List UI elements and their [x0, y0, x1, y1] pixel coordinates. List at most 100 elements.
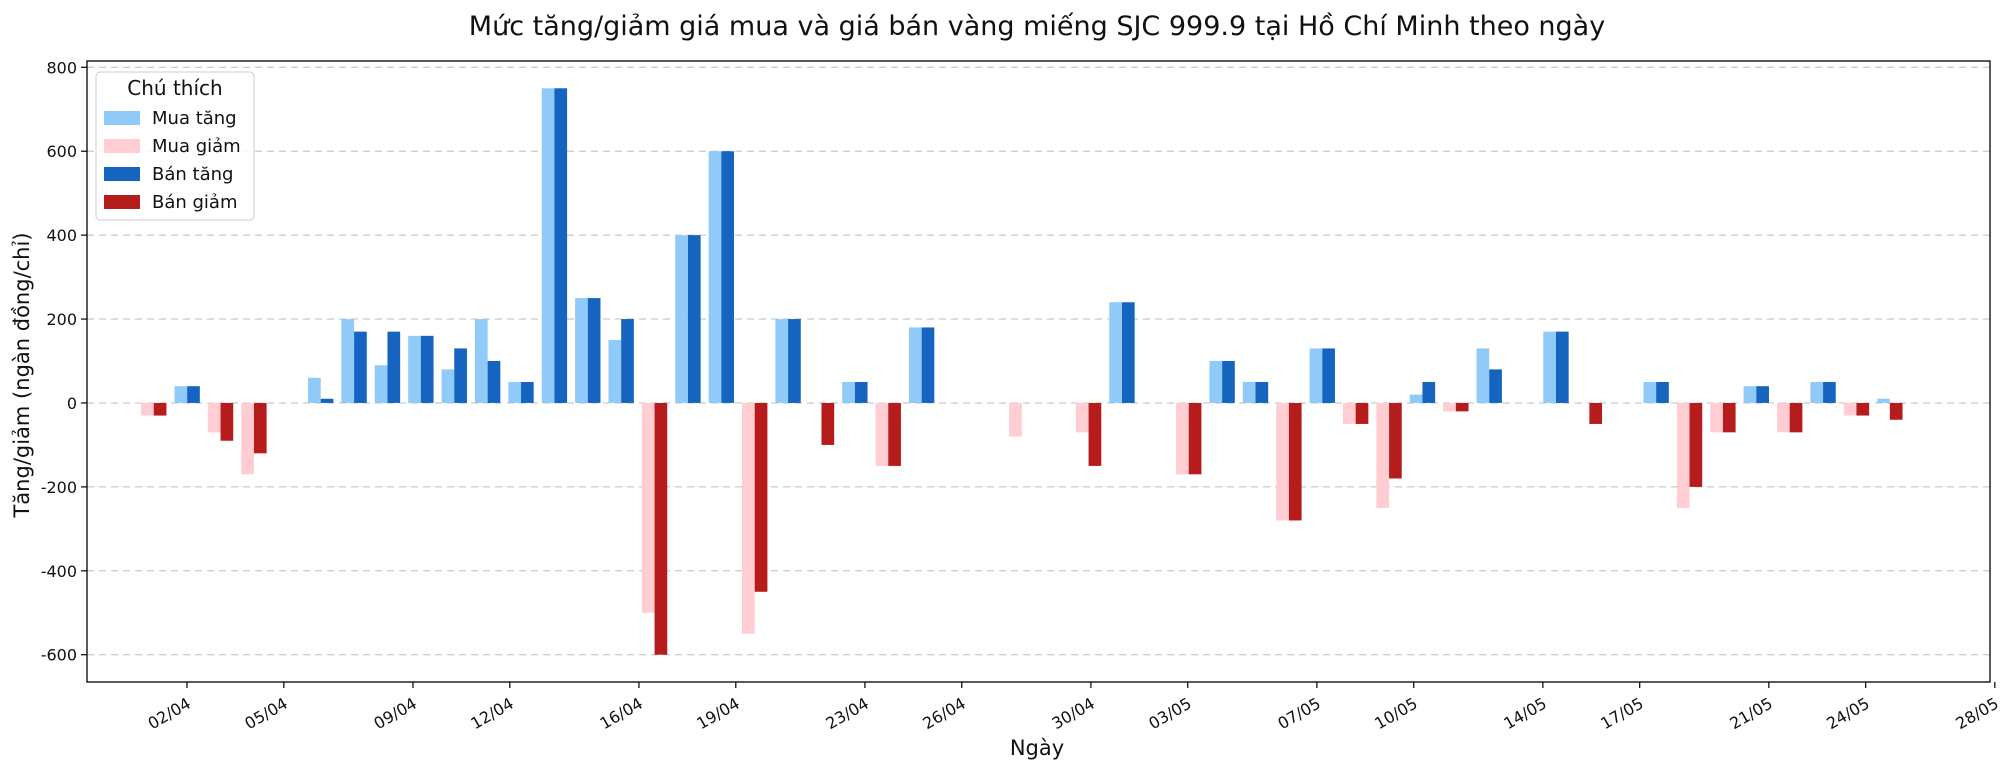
sell-bar	[387, 331, 401, 403]
sell-bar	[187, 386, 200, 403]
x-tick-label: 10/05	[1371, 694, 1420, 734]
sell-bar	[1589, 402, 1603, 424]
x-tick-label: 19/04	[693, 694, 742, 734]
x-tick-label: 26/04	[919, 694, 968, 734]
buy-bar	[241, 402, 254, 475]
buy-bar	[1776, 402, 1790, 433]
buy-bar	[1710, 402, 1723, 433]
buy-bar	[1843, 402, 1857, 416]
sell-bar	[921, 327, 935, 403]
sell-bar	[788, 319, 801, 403]
y-tick-label: 200	[46, 310, 77, 329]
grid-lines	[87, 66, 1990, 656]
buy-bar	[1443, 402, 1456, 412]
sell-bar	[687, 235, 701, 403]
sell-bar	[721, 151, 735, 403]
buy-bar	[141, 402, 154, 416]
sell-bar	[1188, 402, 1202, 475]
buy-bar	[775, 319, 789, 403]
sell-bar	[1088, 402, 1102, 466]
sell-bar	[821, 402, 835, 445]
buy-bar	[541, 88, 555, 403]
sell-bar	[1722, 402, 1736, 433]
buy-bar	[341, 319, 355, 403]
x-tick-label: 17/05	[1597, 694, 1646, 734]
plot-frame	[86, 60, 1991, 683]
buy-bar	[875, 402, 889, 466]
x-tick-label: 02/04	[145, 694, 194, 734]
buy-bar	[608, 340, 622, 403]
legend-title: Chú thích	[127, 76, 222, 100]
buy-bar	[1743, 386, 1757, 403]
buy-bar	[675, 235, 688, 403]
sell-bar	[1555, 331, 1569, 403]
sell-bar	[1222, 361, 1235, 403]
buy-bar	[308, 377, 321, 403]
buy-bar	[641, 402, 655, 613]
buy-bar	[708, 151, 722, 403]
y-axis-label: Tăng/giảm (ngàn đồng/chỉ)	[10, 232, 34, 518]
x-tick-label: 12/04	[467, 694, 516, 734]
x-tick-label: 03/05	[1145, 694, 1194, 734]
x-tick-label: 09/04	[371, 694, 420, 734]
sell-bar	[621, 319, 634, 403]
y-tick-label: 0	[67, 394, 77, 413]
sell-bar	[1422, 381, 1436, 403]
sell-bar	[1689, 402, 1703, 487]
legend-label: Bán tăng	[152, 164, 233, 185]
buy-bar	[474, 319, 488, 403]
sell-bar	[1389, 402, 1402, 479]
sell-bar	[654, 402, 668, 655]
sell-bar	[854, 381, 868, 403]
legend: Chú thích Mua tăng Mua giảm Bán tăng Bán gi…	[95, 71, 255, 221]
buy-bar	[1176, 402, 1189, 475]
sell-bar	[454, 348, 467, 403]
y-tick-label: -600	[41, 646, 77, 665]
legend-label: Bán giảm	[152, 192, 238, 213]
sell-bar	[1889, 402, 1903, 420]
buy-bar	[908, 327, 922, 403]
x-axis-label: Ngày	[1010, 736, 1064, 760]
sell-bar	[1355, 402, 1369, 424]
sell-bar	[1656, 381, 1669, 403]
sell-bar	[253, 402, 267, 454]
buy-bar	[1810, 381, 1824, 403]
buy-bar	[1376, 402, 1390, 508]
legend-box	[95, 71, 255, 221]
buy-bar	[1276, 402, 1289, 521]
buy-bar	[575, 298, 588, 403]
y-tick-label: 400	[46, 226, 77, 245]
buy-bar	[1309, 348, 1323, 403]
buy-bar	[1643, 381, 1657, 403]
y-axis: -600 -400 -200 0 200 400 600 800	[41, 58, 87, 665]
sell-bar	[487, 361, 501, 403]
x-tick-label: 30/04	[1048, 694, 1097, 734]
buy-bar	[1543, 331, 1556, 403]
sell-bar	[1789, 402, 1803, 433]
sell-bar	[1856, 402, 1870, 416]
sell-bar	[220, 402, 234, 441]
sell-bar	[1455, 402, 1469, 412]
x-tick-label: 24/05	[1823, 694, 1872, 734]
sell-bar	[754, 402, 768, 592]
x-tick-label: 07/05	[1274, 694, 1323, 734]
buy-bar	[1009, 402, 1022, 437]
sell-bar	[1322, 348, 1335, 403]
sell-bar	[888, 402, 901, 466]
buy-bar	[1209, 361, 1223, 403]
sell-bar	[420, 335, 434, 403]
x-axis: 02/04 05/04 09/04 12/04 16/04 19/04 23/04 26/04…	[145, 682, 2000, 733]
sell-bar	[1823, 381, 1836, 403]
sell-bar	[153, 402, 167, 416]
bars	[141, 88, 1903, 655]
sell-bar	[554, 88, 568, 403]
buy-bar	[508, 381, 522, 403]
chart-title: Mức tăng/giảm giá mua và giá bán vàng mi…	[469, 11, 1605, 42]
y-tick-label: -200	[41, 478, 77, 497]
x-tick-label: 05/04	[241, 694, 290, 734]
sell-bar	[1255, 381, 1269, 403]
buy-bar	[374, 365, 388, 403]
buy-bar	[742, 402, 755, 634]
x-tick-label: 21/05	[1726, 694, 1775, 734]
